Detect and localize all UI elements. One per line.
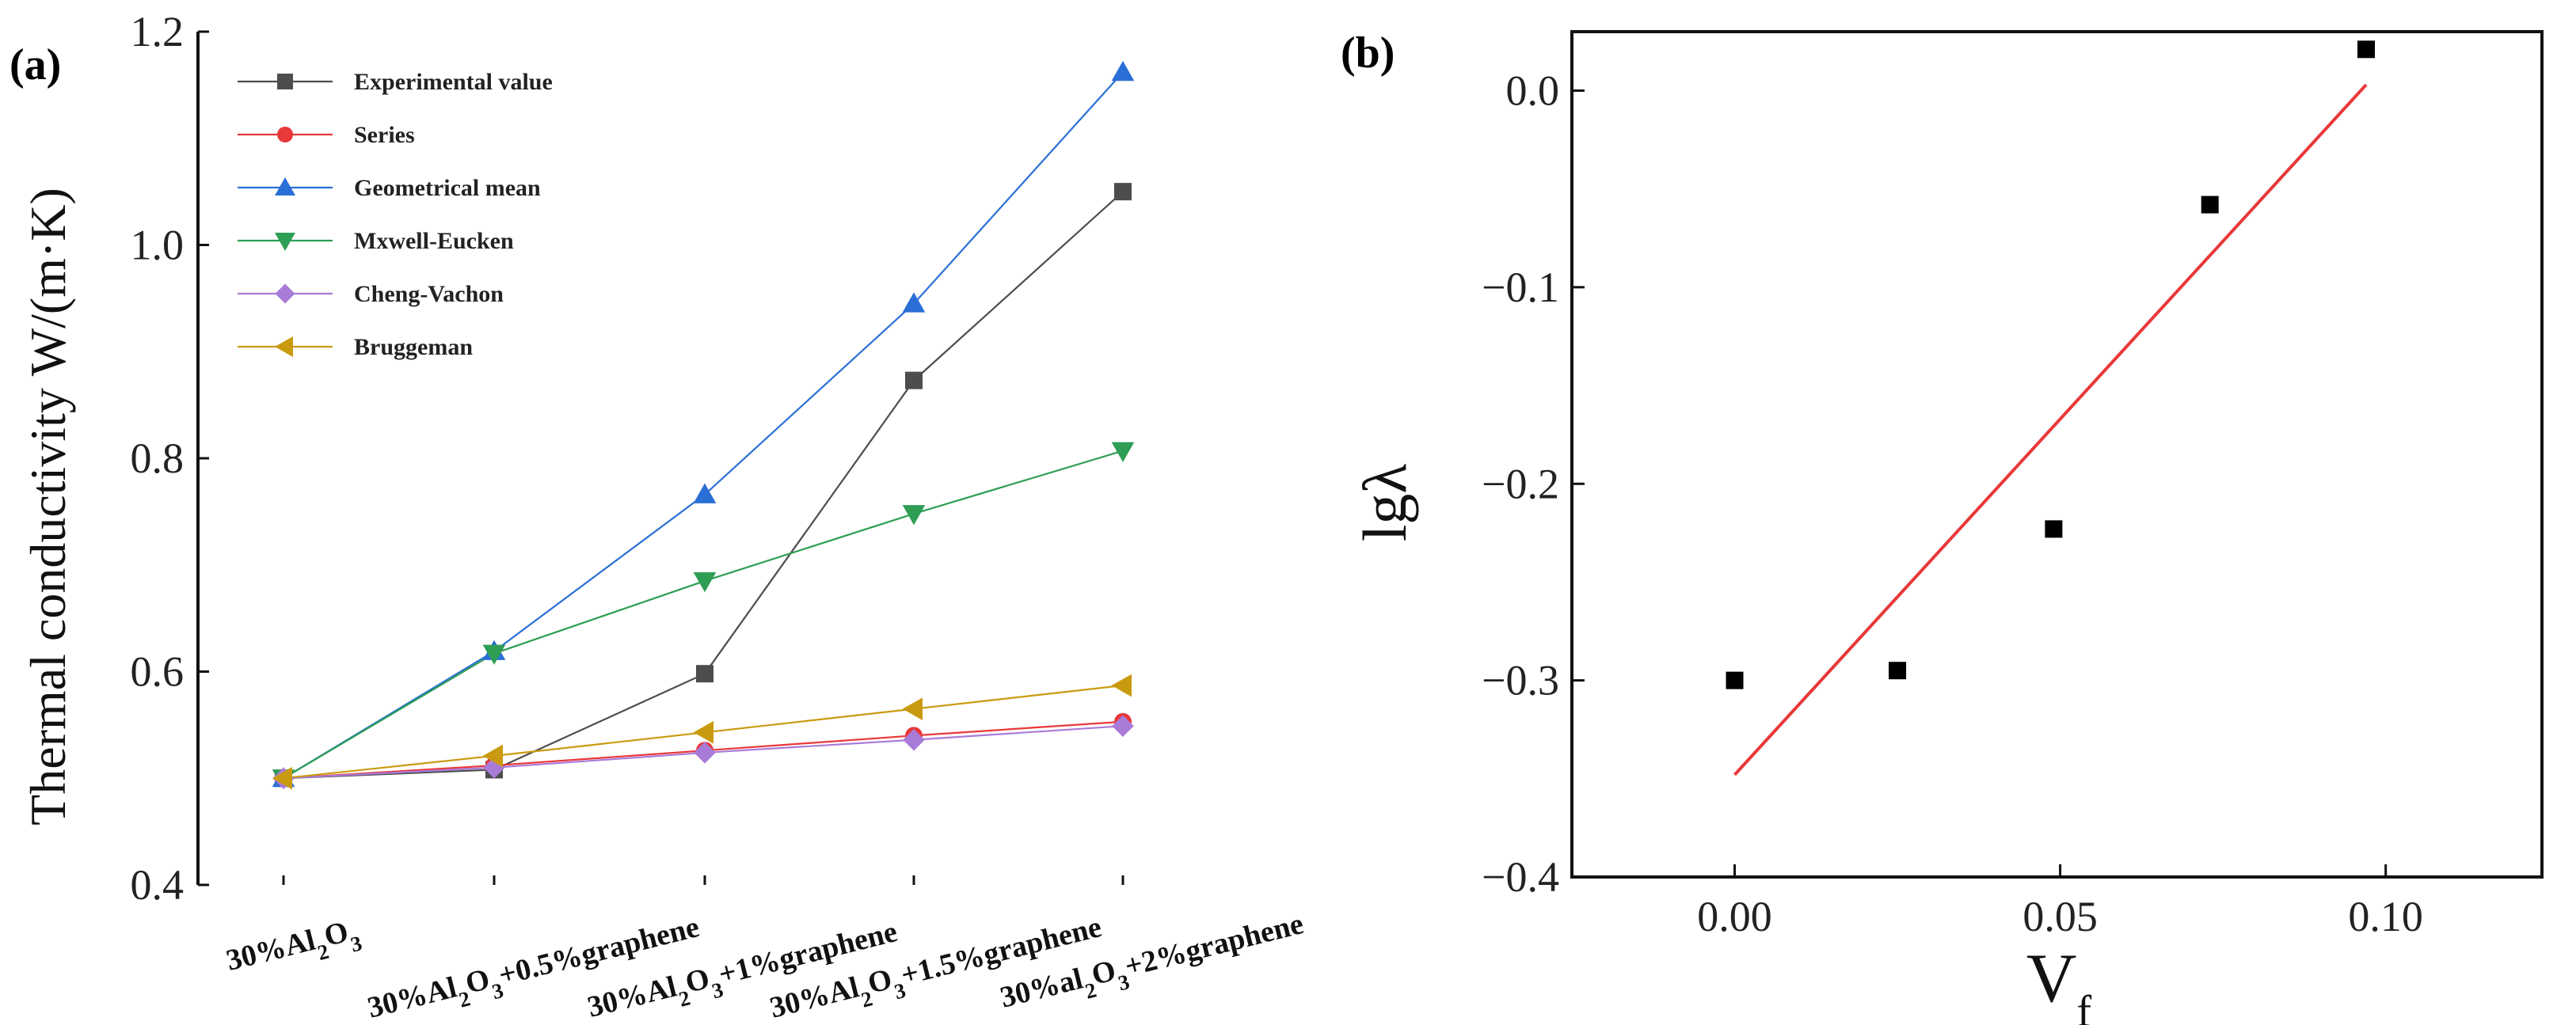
legend-label: Cheng-Vachon: [354, 281, 504, 307]
series-line: [283, 191, 1124, 780]
x-tick-label: 0.10: [2348, 893, 2423, 940]
legend-label: Mxwell-Eucken: [354, 228, 514, 254]
data-point: [1111, 60, 1135, 82]
data-point: [482, 744, 503, 768]
panel-b-fit-line-group: [1733, 83, 2368, 776]
panel-a-category-labels: 30%Al2O330%Al2O3+0.5%graphene30%Al2O3+1%…: [223, 907, 1307, 1025]
data-point: [1889, 662, 1907, 680]
legend-marker: [275, 177, 295, 196]
data-point: [903, 728, 925, 751]
legend-marker: [277, 127, 293, 142]
legend-marker: [275, 283, 295, 304]
y-tick-label: 1.2: [131, 8, 185, 55]
y-tick-label: 1.0: [131, 222, 185, 269]
legend-marker: [277, 74, 293, 89]
panel-b-x-axis-title-sub: f: [2076, 987, 2091, 1025]
data-point: [2201, 196, 2219, 214]
data-point: [693, 571, 717, 593]
x-tick-label: 0.00: [1697, 893, 1772, 940]
legend-label: Geometrical mean: [354, 175, 541, 201]
y-tick-label: 0.4: [131, 861, 185, 909]
x-category-label: 30%Al2O3: [223, 913, 365, 987]
data-point: [902, 292, 926, 313]
y-tick-label: 0.0: [1506, 67, 1560, 115]
legend-label: Series: [354, 122, 415, 148]
panel-b-points: [1726, 40, 2376, 689]
data-point: [693, 721, 713, 744]
data-point: [1112, 715, 1134, 737]
panel-a-y-axis-title: Thermal conductivity W/(m·K): [20, 188, 76, 826]
panel-a-series-markers: [272, 60, 1135, 790]
data-point: [2357, 40, 2376, 59]
data-point: [1114, 183, 1132, 201]
data-point: [1111, 674, 1132, 697]
panel-b-x-ticks: 0.00 0.05 0.10: [1697, 864, 2423, 940]
panel-b-x-axis-title: Vf: [2026, 940, 2092, 1025]
data-point: [1726, 671, 1744, 689]
y-tick-label: 0.8: [131, 435, 185, 482]
y-tick-label: −0.4: [1482, 853, 1559, 901]
panel-a-y-ticks: 0.4 0.6 0.8 1.0 1.2: [131, 8, 209, 909]
data-point: [1111, 442, 1135, 462]
data-point: [905, 371, 923, 389]
y-tick-label: −0.1: [1482, 264, 1559, 311]
fit-line: [1733, 83, 2368, 776]
legend-label: Bruggeman: [354, 334, 473, 360]
panel-a-label: (a): [10, 40, 61, 89]
y-tick-label: 0.6: [131, 648, 185, 696]
data-point: [2045, 520, 2063, 538]
panel-b-y-ticks: 0.0 −0.1 −0.2 −0.3 −0.4: [1482, 67, 1585, 901]
data-point: [482, 644, 506, 665]
x-tick-label: 0.05: [2022, 893, 2098, 940]
legend-marker: [275, 336, 293, 357]
data-point: [272, 766, 292, 790]
panel-b-x-axis-title-main: V: [2026, 940, 2077, 1017]
legend-label: Experimental value: [354, 69, 553, 95]
panel-b-scatter-chart: (b) lgλ Vf 0.00 0.05 0.10 0.0 −0.1 −0.2 −0.3 −…: [1341, 28, 2544, 1025]
data-point: [902, 697, 923, 720]
panel-a-line-chart: (a) Thermal conductivity W/(m·K) 0.40.60…: [10, 8, 1307, 1025]
y-tick-label: −0.3: [1482, 657, 1559, 704]
panel-a-x-ticks: [282, 875, 1124, 885]
data-point: [902, 505, 926, 526]
panel-a-legend: Experimental value Series Geometrical mean…: [238, 69, 553, 360]
data-point: [696, 665, 713, 683]
data-point: [694, 742, 716, 764]
y-tick-label: −0.2: [1482, 460, 1559, 507]
legend-marker: [275, 233, 295, 251]
data-point: [693, 483, 717, 503]
panel-b-label: (b): [1341, 28, 1395, 78]
panel-b-y-axis-title: lgλ: [1350, 464, 1419, 542]
panel-b-plot-frame: [1570, 30, 2544, 879]
